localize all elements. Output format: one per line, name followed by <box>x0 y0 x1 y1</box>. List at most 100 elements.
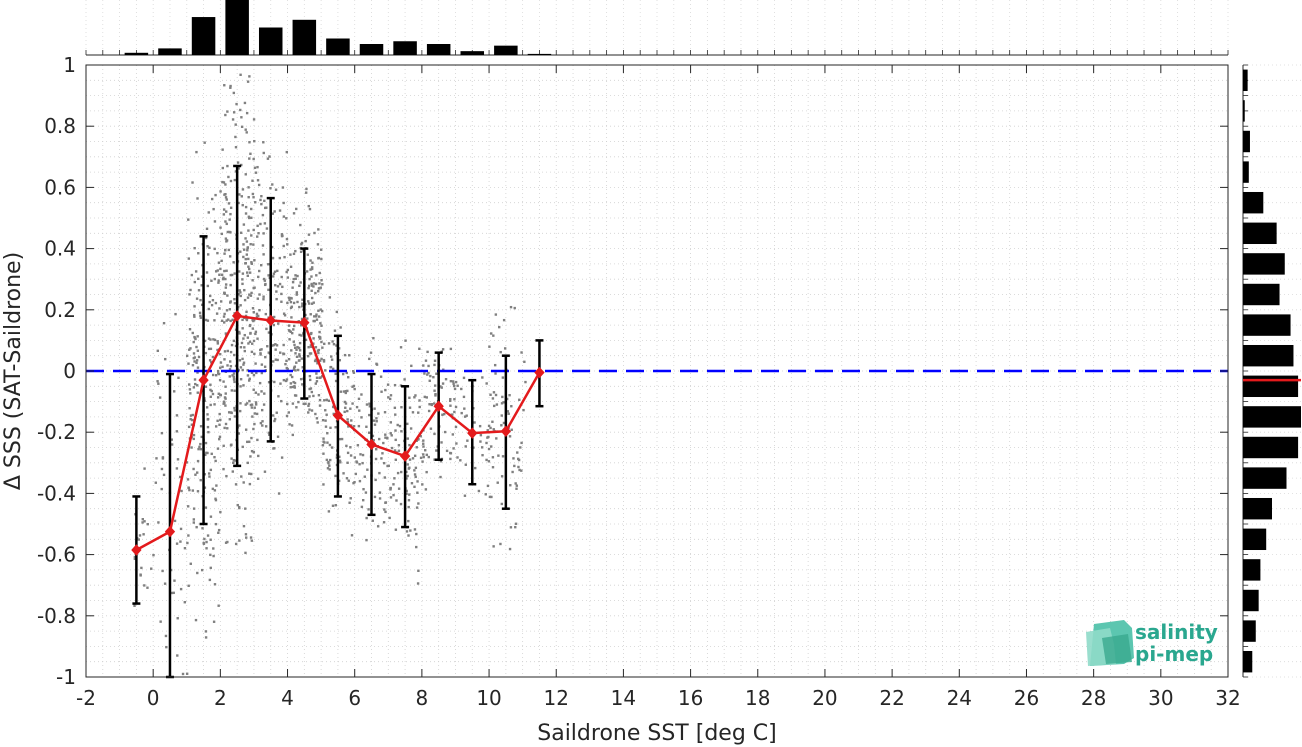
scatter-point <box>517 458 521 462</box>
scatter-point <box>306 317 309 320</box>
scatter-point <box>326 467 330 470</box>
scatter-point <box>285 270 288 274</box>
scatter-point <box>451 380 455 383</box>
scatter-point <box>165 645 168 649</box>
scatter-point <box>386 464 389 468</box>
scatter-point <box>218 437 221 441</box>
scatter-point <box>513 464 516 468</box>
scatter-point <box>300 317 304 321</box>
scatter-point <box>244 507 247 510</box>
scatter-point <box>180 489 183 493</box>
scatter-point <box>263 470 267 473</box>
scatter-point <box>239 294 242 298</box>
scatter-point <box>239 304 242 307</box>
scatter-point <box>231 318 234 322</box>
scatter-point <box>181 672 185 676</box>
scatter-point <box>409 529 412 532</box>
scatter-point <box>214 425 218 428</box>
scatter-point <box>222 315 226 318</box>
scatter-point <box>222 380 225 383</box>
scatter-point <box>239 385 242 388</box>
scatter-point <box>205 271 209 274</box>
scatter-point <box>176 617 179 620</box>
scatter-point <box>267 263 270 266</box>
scatter-point <box>233 380 236 384</box>
scatter-point <box>213 277 217 281</box>
scatter-point <box>229 365 233 368</box>
scatter-point <box>189 417 192 421</box>
scatter-point <box>299 281 302 284</box>
scatter-point <box>487 447 491 451</box>
scatter-point <box>433 458 436 461</box>
scatter-point <box>346 409 349 413</box>
scatter-point <box>317 228 320 231</box>
scatter-point <box>241 203 244 207</box>
scatter-point <box>160 487 163 491</box>
scatter-point <box>232 375 236 378</box>
scatter-point <box>434 394 437 397</box>
scatter-point <box>228 218 231 221</box>
scatter-point <box>321 418 325 422</box>
scatter-point <box>143 467 146 470</box>
scatter-point <box>288 338 291 341</box>
top-hist-bar <box>158 48 182 55</box>
scatter-point <box>193 356 197 359</box>
scatter-point <box>497 454 500 457</box>
scatter-point <box>292 277 295 281</box>
scatter-point <box>394 429 397 432</box>
scatter-point <box>251 415 254 418</box>
x-tick-label: 32 <box>1215 686 1240 710</box>
scatter-point <box>252 311 255 314</box>
scatter-point <box>275 290 278 293</box>
scatter-point <box>494 393 498 397</box>
scatter-point <box>445 449 449 453</box>
scatter-point <box>287 358 291 361</box>
scatter-point <box>239 378 243 381</box>
x-tick-label: 10 <box>476 686 501 710</box>
scatter-point <box>266 157 270 160</box>
scatter-point <box>245 131 248 134</box>
scatter-point <box>264 355 267 359</box>
scatter-point <box>223 426 226 430</box>
scatter-point <box>298 349 302 352</box>
scatter-point <box>273 210 276 213</box>
scatter-point <box>313 231 316 235</box>
scatter-point <box>305 187 308 191</box>
scatter-point <box>328 296 332 299</box>
scatter-point <box>297 346 301 350</box>
scatter-point <box>390 434 393 437</box>
scatter-point <box>262 253 265 256</box>
scatter-point <box>310 296 314 300</box>
scatter-point <box>262 403 266 406</box>
scatter-point <box>429 427 433 430</box>
scatter-point <box>272 447 275 450</box>
scatter-point <box>284 379 288 383</box>
scatter-point <box>242 524 246 528</box>
scatter-point <box>354 472 358 476</box>
scatter-point <box>386 437 389 440</box>
scatter-point <box>208 246 211 249</box>
scatter-point <box>310 289 313 292</box>
scatter-point <box>255 312 259 316</box>
scatter-point <box>215 312 219 315</box>
scatter-point <box>282 352 286 356</box>
mean-marker <box>198 374 209 386</box>
scatter-point <box>364 491 368 494</box>
scatter-point <box>380 457 383 460</box>
scatter-point <box>276 435 280 438</box>
scatter-point <box>224 332 228 335</box>
scatter-point <box>353 387 356 391</box>
scatter-point <box>186 478 190 481</box>
scatter-point <box>406 422 409 426</box>
scatter-point <box>352 384 356 388</box>
scatter-point <box>229 411 233 414</box>
scatter-point <box>324 409 327 412</box>
scatter-point <box>422 439 425 442</box>
scatter-point <box>209 383 212 386</box>
scatter-point <box>205 451 208 455</box>
scatter-point <box>146 586 149 589</box>
scatter-point <box>523 360 526 364</box>
scatter-point <box>188 348 191 351</box>
scatter-point <box>228 255 232 258</box>
scatter-point <box>427 364 430 368</box>
